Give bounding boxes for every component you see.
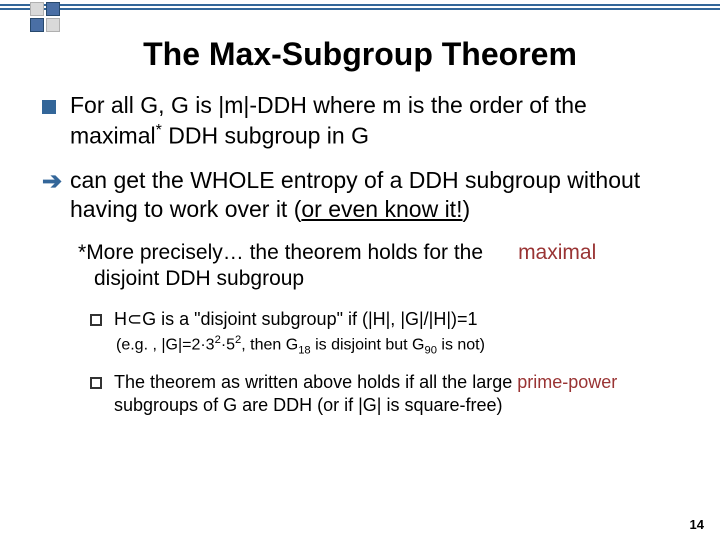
- hollow-square-icon: [90, 377, 102, 389]
- bullet-2-post: ): [462, 196, 470, 222]
- footnote-star-marker: *: [78, 241, 86, 264]
- bullet-1-text: For all G, G is |m|-DDH where m is the o…: [70, 91, 680, 150]
- bullet-1: For all G, G is |m|-DDH where m is the o…: [42, 91, 680, 150]
- footnote-star-pre: More precisely… the theorem holds for th…: [86, 241, 489, 264]
- header-line-2: [0, 8, 720, 10]
- bullet-1-post: DDH subgroup in G: [162, 122, 369, 148]
- decor-square: [46, 2, 60, 16]
- footnote-star-post: disjoint DDH subgroup: [94, 266, 304, 292]
- bullet-2: ➔ can get the WHOLE entropy of a DDH sub…: [42, 166, 680, 224]
- slide-content: The Max-Subgroup Theorem For all G, G is…: [0, 30, 720, 418]
- square-bullet-icon: [42, 100, 56, 114]
- note-pre: (e.g. , |G|=2·3: [116, 336, 215, 353]
- footnote-star-maximal: maximal: [518, 241, 596, 264]
- decor-square: [30, 2, 44, 16]
- slide-title: The Max-Subgroup Theorem: [30, 36, 690, 73]
- note-sub2: 90: [424, 344, 436, 356]
- sub-bullet-1-note: (e.g. , |G|=2·32·52, then G18 is disjoin…: [116, 333, 680, 358]
- sub-bullet-1: H⊂G is a "disjoint subgroup" if (|H|, |G…: [90, 308, 680, 331]
- bullet-2-text: can get the WHOLE entropy of a DDH subgr…: [70, 166, 680, 224]
- bullet-2-underline: or even know it!: [301, 196, 462, 222]
- note-sub1: 18: [298, 344, 310, 356]
- sub-bullet-2-text: The theorem as written above holds if al…: [114, 371, 680, 416]
- note-mid3: is disjoint but G: [311, 336, 425, 353]
- sub-b2-prime: prime-power: [517, 372, 617, 392]
- page-number: 14: [690, 517, 704, 532]
- sub-b2-pre: The theorem as written above holds if al…: [114, 372, 517, 392]
- note-post: is not): [437, 336, 485, 353]
- note-mid1: ·5: [221, 336, 235, 353]
- footnote-star: *More precisely… the theorem holds for t…: [78, 240, 680, 293]
- note-mid2: , then G: [241, 336, 298, 353]
- header-line-1: [0, 4, 720, 6]
- sub-b2-post: subgroups of G are DDH (or if |G| is squ…: [114, 395, 503, 415]
- hollow-square-icon: [90, 314, 102, 326]
- arrow-bullet-icon: ➔: [42, 167, 64, 196]
- sub-bullet-1-text: H⊂G is a "disjoint subgroup" if (|H|, |G…: [114, 308, 478, 331]
- header-decoration: [0, 0, 720, 34]
- sub-bullet-2: The theorem as written above holds if al…: [90, 371, 680, 416]
